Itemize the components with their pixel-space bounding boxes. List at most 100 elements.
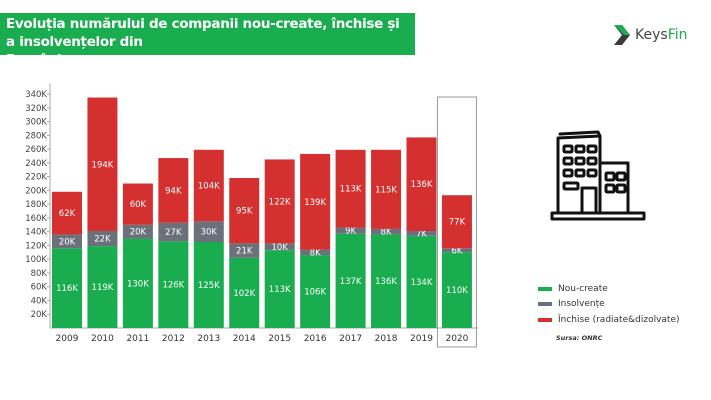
y-tick-label: 180K: [25, 200, 47, 210]
data-label: 113K: [340, 185, 362, 195]
data-label: 94K: [165, 186, 182, 196]
bar-segment-insolvențe-2015: [264, 243, 295, 251]
data-label: 116K: [56, 284, 78, 294]
bar-segment-închise-2015: [264, 159, 295, 244]
data-label: 113K: [269, 285, 291, 295]
bar-segment-închise-2014: [229, 178, 260, 244]
data-label: 27K: [165, 228, 182, 238]
bar-segment-închise-2018: [371, 149, 402, 229]
data-label: 104K: [198, 182, 220, 192]
data-label: 139K: [304, 198, 326, 208]
chevron-logo-icon: [614, 25, 630, 45]
bar-segment-nou-create-2011: [122, 238, 153, 328]
x-tick-label: 2015: [268, 334, 291, 344]
data-label: 106K: [304, 288, 326, 298]
legend-swatch: [538, 317, 552, 322]
x-tick-label: 2018: [375, 334, 398, 344]
data-label: 20K: [59, 237, 76, 247]
bar-segment-nou-create-2016: [300, 255, 331, 328]
y-tick-label: 200K: [25, 186, 47, 196]
legend-item-nou-create: Nou-create: [538, 281, 680, 297]
data-label: 9K: [345, 227, 356, 237]
legend-item-insolvente: Insolvențe: [538, 297, 680, 313]
chart-subtitle: (K=mii): [78, 56, 115, 67]
bar-segment-nou-create-2019: [406, 235, 437, 328]
data-label: 6K: [451, 246, 462, 256]
bar-segment-insolvențe-2016: [300, 249, 331, 256]
y-tick-label: 100K: [25, 255, 47, 265]
highlight-box: [436, 96, 477, 348]
bar-segment-nou-create-2012: [158, 241, 189, 328]
y-tick-label: 220K: [25, 173, 47, 183]
data-label: 62K: [59, 209, 76, 219]
data-label: 125K: [198, 281, 220, 291]
x-tick-label: 2013: [197, 334, 220, 344]
bar-segment-închise-2011: [122, 183, 153, 225]
bar-segment-nou-create-2015: [264, 250, 295, 328]
bar-segment-închise-2013: [193, 149, 224, 222]
y-tick-label: 320K: [25, 104, 47, 114]
data-label: 95K: [236, 207, 253, 217]
legend-swatch: [538, 286, 552, 291]
x-tick-label: 2020: [445, 334, 468, 344]
bar-segment-închise-2020: [441, 195, 472, 249]
y-tick-label: 140K: [25, 228, 47, 238]
y-tick-label: 280K: [25, 131, 47, 141]
data-label: 122K: [269, 197, 291, 207]
y-tick-label: 80K: [31, 269, 48, 279]
y-tick-label: 300K: [25, 118, 47, 128]
y-tick-label: 240K: [25, 159, 47, 169]
source-note: Sursa: ONRC: [556, 334, 603, 342]
data-label: 8K: [310, 248, 321, 258]
legend-item-inchise: Închise (radiate&dizolvate): [538, 312, 680, 328]
bar-segment-închise-2017: [335, 149, 366, 228]
y-tick-label: 60K: [31, 283, 48, 293]
bar-segment-insolvențe-2018: [371, 228, 402, 235]
y-tick-label: 340K: [25, 90, 47, 100]
y-tick-label: 160K: [25, 214, 47, 224]
data-label: 119K: [92, 283, 114, 293]
x-tick-label: 2009: [56, 334, 79, 344]
y-tick-label: 120K: [25, 241, 47, 251]
bar-segment-nou-create-2013: [193, 242, 224, 328]
y-tick-label: 20K: [31, 310, 48, 320]
data-label: 102K: [233, 289, 255, 299]
bar-segment-insolvențe-2011: [122, 224, 153, 239]
bar-segment-nou-create-2017: [335, 233, 366, 328]
data-label: 194K: [92, 160, 114, 170]
bar-segment-închise-2010: [87, 97, 118, 231]
data-label: 30K: [201, 228, 218, 238]
bar-segment-nou-create-2014: [229, 257, 260, 328]
bar-segment-închise-2016: [300, 153, 331, 250]
data-label: 115K: [375, 185, 397, 195]
bar-segment-insolvențe-2012: [158, 222, 189, 242]
data-label: 60K: [130, 200, 147, 210]
bar-segment-insolvențe-2019: [406, 230, 437, 236]
chart-title: Evoluția numărului de companii nou-creat…: [6, 16, 400, 50]
data-label: 8K: [381, 228, 392, 238]
data-label: 20K: [130, 228, 147, 238]
x-tick-label: 2014: [233, 334, 256, 344]
title-banner: Evoluția numărului de companii nou-creat…: [0, 13, 415, 68]
y-tick-label: 260K: [25, 145, 47, 155]
data-label: 7K: [416, 229, 427, 239]
data-label: 126K: [162, 281, 184, 291]
logo-text-keys: Keys: [635, 27, 668, 43]
x-tick-label: 2012: [162, 334, 185, 344]
bar-segment-nou-create-2018: [371, 234, 402, 328]
x-tick-label: 2017: [339, 334, 362, 344]
bar-segment-nou-create-2009: [52, 248, 82, 328]
bar-segment-insolvențe-2017: [335, 227, 366, 234]
data-label: 130K: [127, 279, 149, 289]
bar-segment-închise-2012: [158, 158, 189, 223]
bar-segment-închise-2009: [52, 191, 82, 235]
bar-segment-nou-create-2020: [441, 252, 472, 328]
bar-segment-insolvențe-2014: [229, 243, 260, 258]
x-tick-label: 2016: [304, 334, 327, 344]
keysfin-logo: KeysFin: [612, 24, 687, 46]
bar-segment-insolvențe-2013: [193, 221, 224, 242]
y-tick-label: 40K: [31, 296, 48, 306]
data-label: 77K: [449, 218, 466, 228]
legend: Nou-create Insolvențe Închise (radiate&d…: [538, 281, 680, 328]
